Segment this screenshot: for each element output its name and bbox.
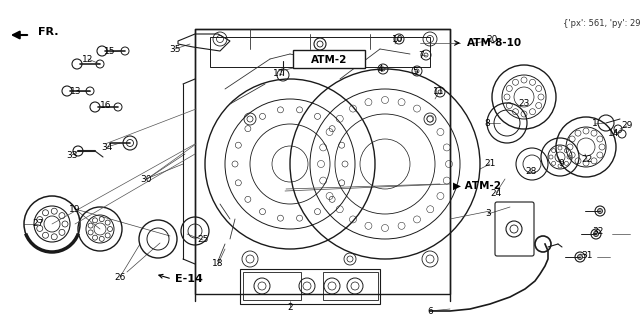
Circle shape [577,255,582,259]
Text: 8: 8 [484,118,490,128]
Text: 18: 18 [212,259,224,269]
Text: 30: 30 [140,174,152,183]
Text: 14: 14 [608,130,620,138]
Text: 2: 2 [287,302,293,311]
Circle shape [593,232,598,236]
Text: 9: 9 [558,159,564,167]
Text: 19: 19 [69,204,81,213]
Text: 34: 34 [101,143,113,152]
Text: ATM-2: ATM-2 [311,55,347,65]
Text: 31: 31 [581,250,593,259]
Text: 27: 27 [32,219,44,228]
Text: ▶ ATM-2: ▶ ATM-2 [453,181,501,191]
Text: 29: 29 [621,122,633,130]
Text: 1: 1 [592,120,598,129]
Text: 33: 33 [67,151,77,160]
Text: 20: 20 [486,35,498,44]
FancyBboxPatch shape [293,50,365,68]
Text: 26: 26 [115,272,125,281]
Text: 35: 35 [169,44,180,54]
Text: 13: 13 [70,86,82,95]
Text: 25: 25 [197,235,209,244]
Text: 17: 17 [273,70,285,78]
Text: 4: 4 [377,64,383,73]
Text: 10: 10 [392,34,404,43]
Text: {'px': 561, 'py': 296, 'text': 'SJA4A0100C'}: {'px': 561, 'py': 296, 'text': 'SJA4A010… [563,19,640,27]
Text: FR.: FR. [38,27,58,37]
Circle shape [598,209,602,213]
Text: 11: 11 [433,87,445,97]
Text: 24: 24 [490,189,502,197]
Text: 23: 23 [518,99,530,108]
Text: 12: 12 [83,55,93,63]
Text: 3: 3 [485,210,491,219]
Text: 5: 5 [412,66,418,76]
Text: 21: 21 [484,160,496,168]
Text: 7: 7 [418,50,424,60]
Text: 15: 15 [104,48,116,56]
Bar [210,37,430,67]
Text: E-14: E-14 [175,274,203,284]
Text: ATM-8-10: ATM-8-10 [467,38,522,48]
Text: 32: 32 [592,227,604,236]
Text: 6: 6 [427,307,433,315]
Text: 28: 28 [525,167,537,176]
Text: 16: 16 [100,101,112,110]
Text: 22: 22 [581,154,593,164]
